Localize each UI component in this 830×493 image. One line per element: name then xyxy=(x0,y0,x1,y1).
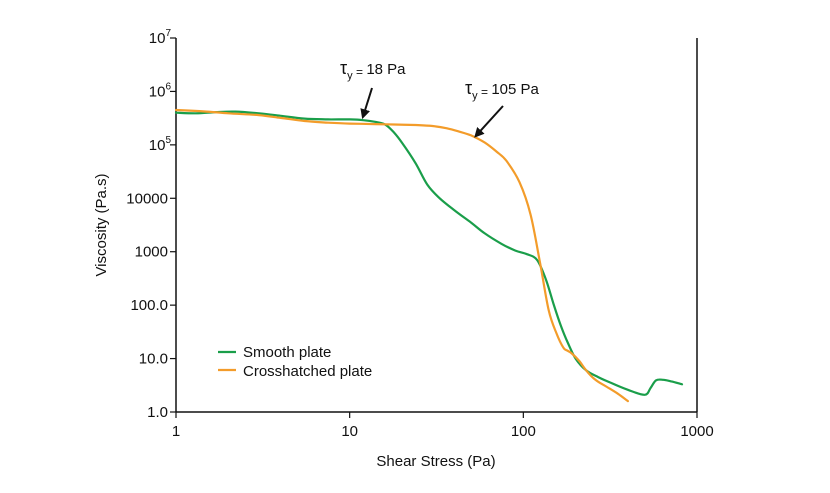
series-line-smooth-plate xyxy=(174,110,684,396)
annotation-label: τy = 18 Pa xyxy=(340,58,406,82)
y-tick-label: 105 xyxy=(149,135,172,154)
x-tick-label: 100 xyxy=(511,423,536,440)
y-tick-label: 100.0 xyxy=(130,297,168,314)
y-tick-label: 10.0 xyxy=(139,351,168,368)
y-tick-label: 10000 xyxy=(126,190,168,207)
annotation-arrow xyxy=(474,105,504,138)
legend-label-smooth: Smooth plate xyxy=(243,344,331,361)
axes xyxy=(175,38,698,413)
series xyxy=(174,108,684,403)
x-tick-label: 10 xyxy=(341,423,358,440)
annotation-label: τy = 105 Pa xyxy=(465,78,540,102)
y-tick-label: 107 xyxy=(149,28,172,47)
y-tick-label: 106 xyxy=(149,81,172,100)
annotations: τy = 18 Pa τy = 105 Pa xyxy=(340,58,540,138)
legend: Smooth plate Crosshatched plate xyxy=(218,344,372,380)
y-axis-title: Viscosity (Pa.s) xyxy=(93,173,110,276)
legend-label-crosshatched: Crosshatched plate xyxy=(243,363,372,380)
y-tick-label: 1.0 xyxy=(147,404,168,421)
x-tick-label: 1 xyxy=(172,423,180,440)
series-line-crosshatched-plate xyxy=(174,108,629,403)
x-axis-title: Shear Stress (Pa) xyxy=(376,453,495,470)
ticks: 1 10 100 1000 1.0 10.0 100.0 1000 10000 105 106 107 xyxy=(126,28,713,440)
annotation-arrow xyxy=(360,87,373,120)
x-tick-label: 1000 xyxy=(680,423,713,440)
y-tick-label: 1000 xyxy=(135,244,168,261)
